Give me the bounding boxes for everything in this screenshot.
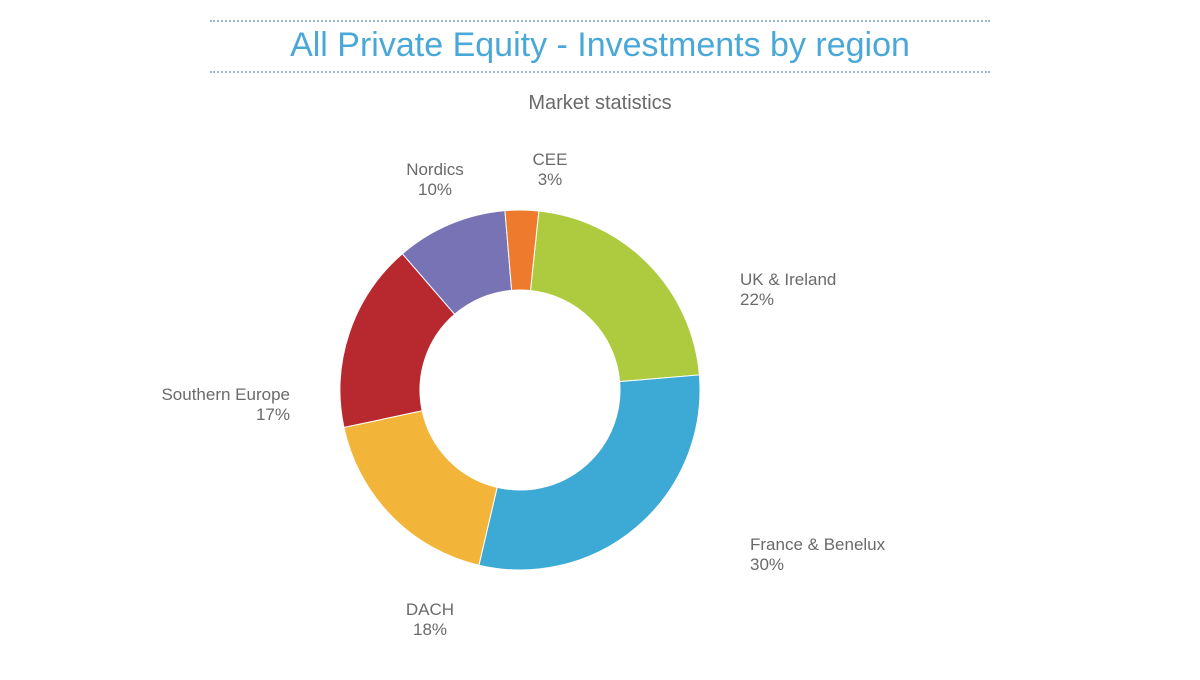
slice-label: France & Benelux30%	[750, 535, 886, 574]
chart-wrap: UK & Ireland22% France & Benelux30% DACH18…	[0, 130, 1200, 650]
donut-slice	[530, 211, 699, 382]
slice-label: Nordics10%	[406, 160, 464, 199]
donut-slice	[479, 375, 700, 570]
donut-slices	[340, 210, 700, 570]
slice-label: DACH18%	[406, 600, 454, 639]
slice-label: UK & Ireland22%	[740, 270, 836, 309]
page-subtitle: Market statistics	[0, 92, 1200, 115]
slice-label: Southern Europe17%	[161, 385, 290, 424]
page: All Private Equity - Investments by regi…	[0, 0, 1200, 680]
page-title: All Private Equity - Investments by regi…	[210, 22, 990, 71]
donut-chart: UK & Ireland22% France & Benelux30% DACH18…	[100, 130, 1100, 650]
slice-label: CEE3%	[533, 150, 568, 189]
donut-slice	[344, 411, 497, 565]
title-rule-bottom	[210, 71, 990, 73]
title-block: All Private Equity - Investments by regi…	[210, 20, 990, 73]
